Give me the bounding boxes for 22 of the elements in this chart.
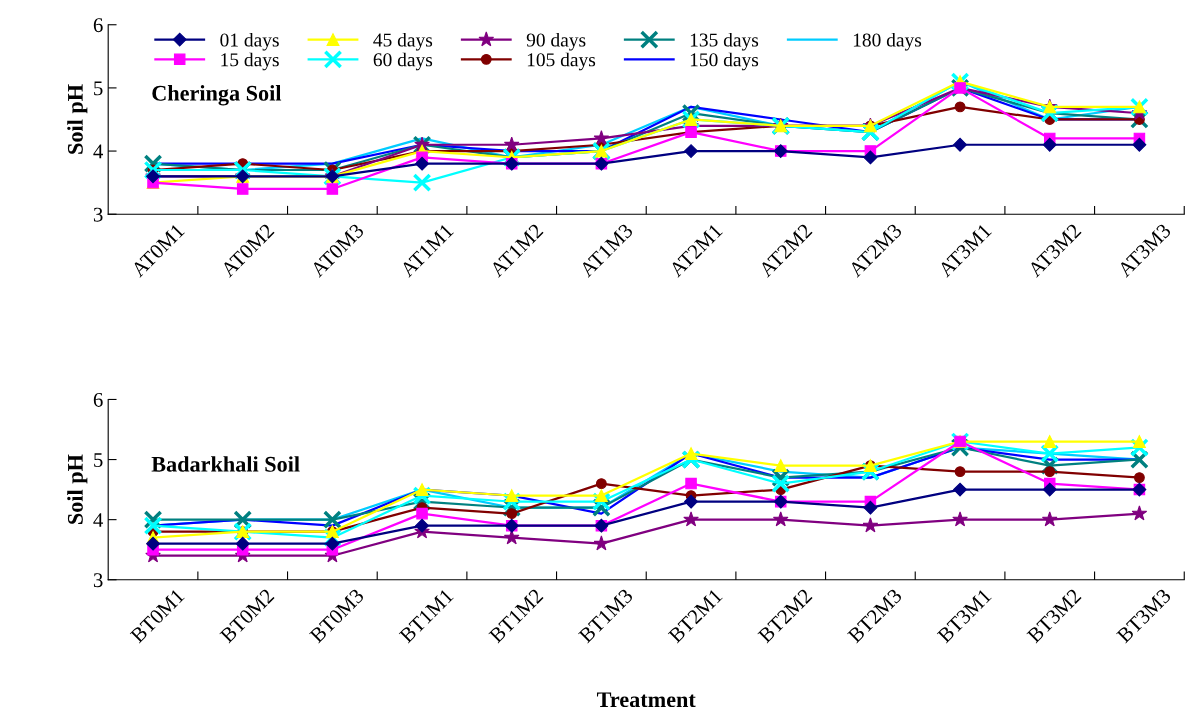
y-tick-label: 5 <box>94 81 103 96</box>
annotation: Cheringa Soil <box>152 85 282 106</box>
legend-label: 60 days <box>373 52 433 71</box>
x-axis-title: Treatment <box>596 692 696 707</box>
legend-label: 01 days <box>220 32 279 51</box>
y-tick-label: 4 <box>93 513 104 527</box>
legend-label: 150 days <box>690 52 759 71</box>
annotation: Badarkhali Soil <box>151 456 300 472</box>
y-tick-label: 3 <box>93 573 103 588</box>
legend-label: 105 days <box>527 52 596 71</box>
legend-label: 15 days <box>221 52 279 71</box>
y-axis-title: Soil pH <box>67 84 88 154</box>
legend-label: 135 days <box>690 32 759 51</box>
legend-label: 180 days <box>853 32 922 51</box>
y-tick-label: 6 <box>93 392 103 407</box>
y-tick-label: 6 <box>93 18 103 33</box>
y-tick-label: 5 <box>94 453 103 467</box>
y-tick-label: 4 <box>93 144 104 159</box>
y-tick-label: 3 <box>93 207 103 222</box>
legend-label: 90 days <box>526 32 586 51</box>
y-axis-title: Soil pH <box>67 454 88 524</box>
legend-label: 45 days <box>373 32 433 51</box>
